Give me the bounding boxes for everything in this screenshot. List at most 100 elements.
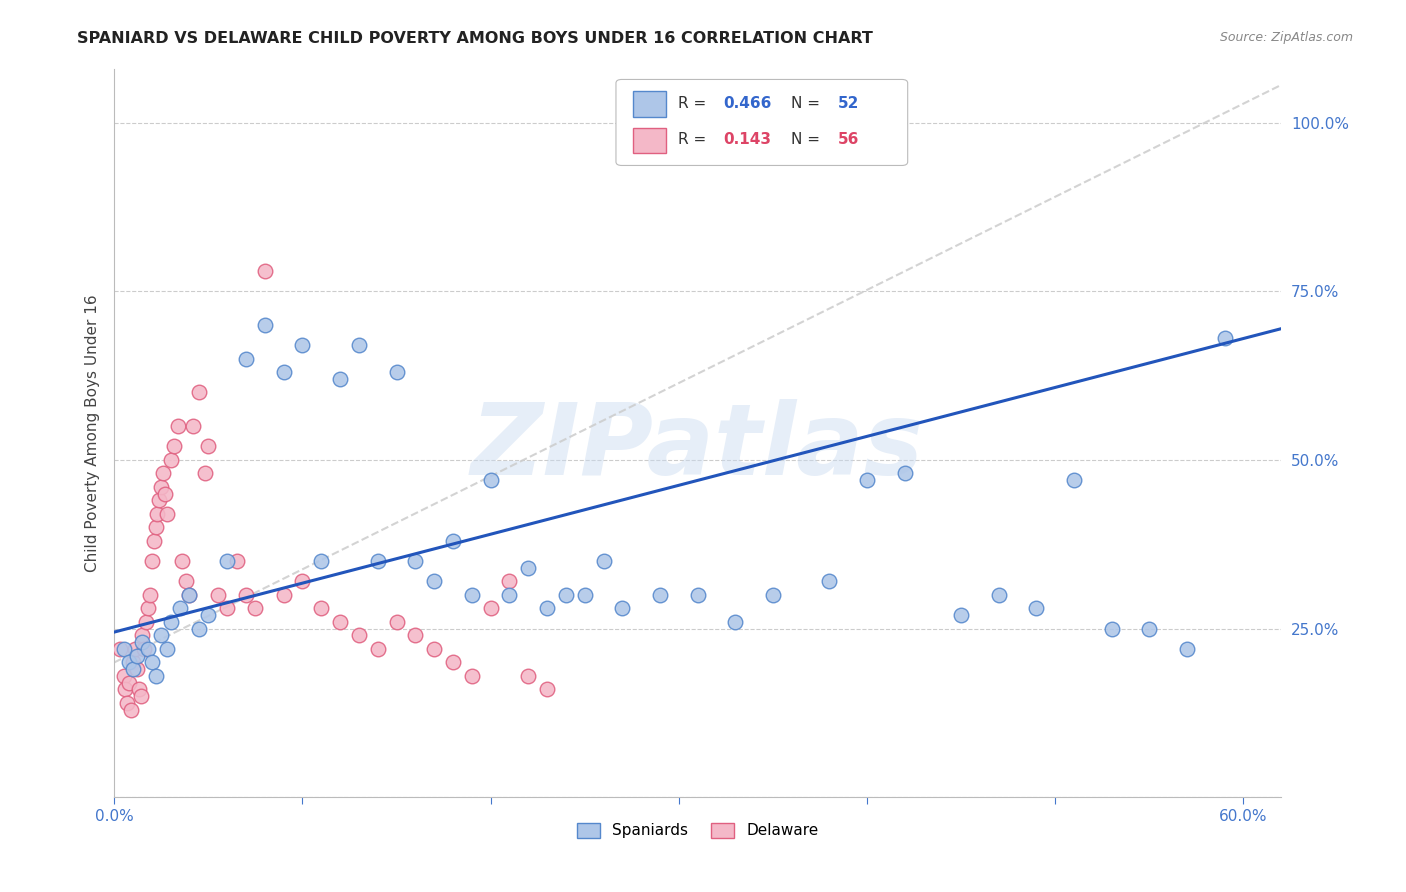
Point <box>145 520 167 534</box>
Y-axis label: Child Poverty Among Boys Under 16: Child Poverty Among Boys Under 16 <box>86 294 100 572</box>
Bar <box>634 91 666 117</box>
Point <box>987 588 1010 602</box>
Point <box>347 628 370 642</box>
Point <box>217 554 239 568</box>
Point <box>291 574 314 589</box>
Point <box>125 662 148 676</box>
Point <box>159 453 181 467</box>
Point <box>329 372 352 386</box>
Point <box>217 601 239 615</box>
Point <box>159 615 181 629</box>
Point <box>423 574 446 589</box>
Point <box>120 703 142 717</box>
Point <box>142 533 165 548</box>
Point <box>367 642 389 657</box>
Point <box>112 642 135 657</box>
Point <box>136 601 159 615</box>
Point <box>156 642 179 657</box>
Point <box>461 669 484 683</box>
Point <box>167 419 190 434</box>
Point <box>517 561 540 575</box>
Point <box>1213 331 1236 345</box>
Point <box>950 608 973 623</box>
Point <box>329 615 352 629</box>
Point <box>131 628 153 642</box>
Point <box>762 588 785 602</box>
Text: R =: R = <box>678 132 711 147</box>
Point <box>153 487 176 501</box>
Point <box>1063 473 1085 487</box>
Point <box>197 440 219 454</box>
Point <box>117 696 139 710</box>
Point <box>146 507 169 521</box>
Point <box>139 588 162 602</box>
Point <box>148 493 170 508</box>
Point <box>136 642 159 657</box>
Point <box>893 467 915 481</box>
Bar <box>634 128 666 153</box>
Point <box>404 628 426 642</box>
Point <box>536 601 558 615</box>
Text: 0.466: 0.466 <box>723 96 772 111</box>
Point <box>441 656 464 670</box>
Point <box>245 601 267 615</box>
Point <box>114 682 136 697</box>
FancyBboxPatch shape <box>616 79 908 166</box>
Point <box>169 601 191 615</box>
Point <box>1175 642 1198 657</box>
Point <box>235 351 257 366</box>
Point <box>367 554 389 568</box>
Point <box>273 365 295 379</box>
Text: 52: 52 <box>838 96 859 111</box>
Point <box>118 675 141 690</box>
Text: N =: N = <box>792 96 825 111</box>
Text: N =: N = <box>792 132 825 147</box>
Point <box>181 419 204 434</box>
Point <box>108 642 131 657</box>
Point <box>193 467 215 481</box>
Point <box>141 656 163 670</box>
Point <box>309 601 332 615</box>
Text: R =: R = <box>678 96 711 111</box>
Point <box>686 588 709 602</box>
Text: 56: 56 <box>838 132 859 147</box>
Point <box>461 588 484 602</box>
Point <box>197 608 219 623</box>
Point <box>724 615 747 629</box>
Point <box>385 365 408 379</box>
Text: Source: ZipAtlas.com: Source: ZipAtlas.com <box>1219 31 1353 45</box>
Point <box>273 588 295 602</box>
Point <box>112 669 135 683</box>
Point <box>163 440 186 454</box>
Point <box>856 473 879 487</box>
Point <box>404 554 426 568</box>
Point <box>818 574 841 589</box>
Point <box>648 588 671 602</box>
Point <box>125 648 148 663</box>
Point <box>536 682 558 697</box>
Point <box>129 690 152 704</box>
Point <box>253 264 276 278</box>
Point <box>122 656 145 670</box>
Point <box>141 554 163 568</box>
Point <box>118 656 141 670</box>
Point <box>253 318 276 332</box>
Point <box>479 473 502 487</box>
Point <box>423 642 446 657</box>
Point <box>152 467 174 481</box>
Point <box>174 574 197 589</box>
Point <box>225 554 247 568</box>
Point <box>498 588 520 602</box>
Point <box>187 622 209 636</box>
Point <box>179 588 201 602</box>
Point <box>479 601 502 615</box>
Point <box>385 615 408 629</box>
Point <box>1101 622 1123 636</box>
Point <box>134 642 156 657</box>
Point <box>131 635 153 649</box>
Point <box>128 682 150 697</box>
Point <box>498 574 520 589</box>
Text: 0.143: 0.143 <box>723 132 772 147</box>
Point <box>187 385 209 400</box>
Text: ZIPatlas: ZIPatlas <box>471 399 924 496</box>
